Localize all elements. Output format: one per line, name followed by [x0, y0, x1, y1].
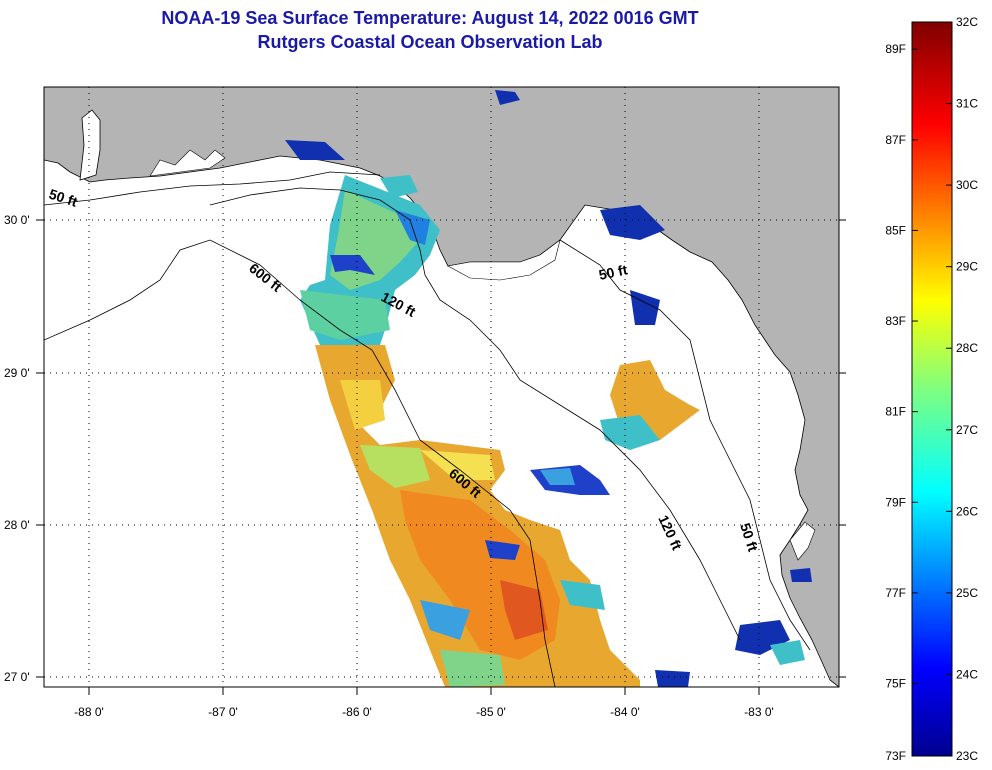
colorbar-fahrenheit-labels: 89F 87F 85F 83F 81F 79F 77F 75F 73F: [885, 42, 906, 763]
colorbar-f-label: 85F: [885, 223, 906, 237]
lon-tick-label: -88 0': [74, 705, 104, 719]
colorbar-c-label: 30C: [956, 178, 978, 192]
lon-tick-label: -85 0': [476, 705, 506, 719]
colorbar-f-label: 79F: [885, 495, 906, 509]
colorbar-c-label: 31C: [956, 97, 978, 111]
colorbar-c-label: 29C: [956, 260, 978, 274]
colorbar-f-label: 81F: [885, 405, 906, 419]
lon-tick-label: -87 0': [208, 705, 238, 719]
lon-tick-label: -86 0': [342, 705, 372, 719]
colorbar-c-label: 27C: [956, 423, 978, 437]
colorbar-gradient: [911, 21, 953, 757]
mobile-bay: [79, 109, 101, 181]
graticule: [44, 87, 839, 687]
colorbar-celsius-labels: 32C 31C 30C 29C 28C 27C 26C 25C 24C 23C: [956, 15, 978, 763]
axis-ticks: [36, 219, 846, 695]
lat-tick-label: 30 0': [4, 213, 30, 227]
lon-tick-label: -83 0': [744, 705, 774, 719]
colorbar-f-label: 77F: [885, 586, 906, 600]
colorbar-c-label: 23C: [956, 749, 978, 763]
colorbar-c-label: 25C: [956, 586, 978, 600]
colorbar-f-label: 73F: [885, 749, 906, 763]
lon-axis-labels: -88 0' -87 0' -86 0' -85 0' -84 0' -83 0…: [74, 705, 774, 719]
isobath-contours: [44, 171, 811, 687]
colorbar-c-label: 26C: [956, 504, 978, 518]
lon-tick-label: -84 0': [610, 705, 640, 719]
pensacola-bay: [149, 149, 226, 177]
lat-tick-label: 27 0': [4, 670, 30, 684]
colorbar-c-label: 32C: [956, 15, 978, 29]
contour-label-50ft-east: 50 ft: [597, 261, 629, 283]
lat-tick-label: 28 0': [4, 518, 30, 532]
chart-subtitle: Rutgers Coastal Ocean Observation Lab: [257, 32, 603, 52]
chart-title: NOAA-19 Sea Surface Temperature: August …: [161, 8, 699, 28]
colorbar-c-label: 24C: [956, 667, 978, 681]
colorbar-f-label: 75F: [885, 677, 906, 691]
colorbar-f-label: 89F: [885, 42, 906, 56]
colorbar-f-label: 87F: [885, 133, 906, 147]
sst-data: [285, 90, 812, 687]
colorbar-c-label: 28C: [956, 341, 978, 355]
lat-tick-label: 29 0': [4, 366, 30, 380]
tampa-bay: [789, 521, 816, 561]
lat-axis-labels: 30 0' 29 0' 28 0' 27 0': [4, 213, 30, 684]
colorbar-f-label: 83F: [885, 314, 906, 328]
